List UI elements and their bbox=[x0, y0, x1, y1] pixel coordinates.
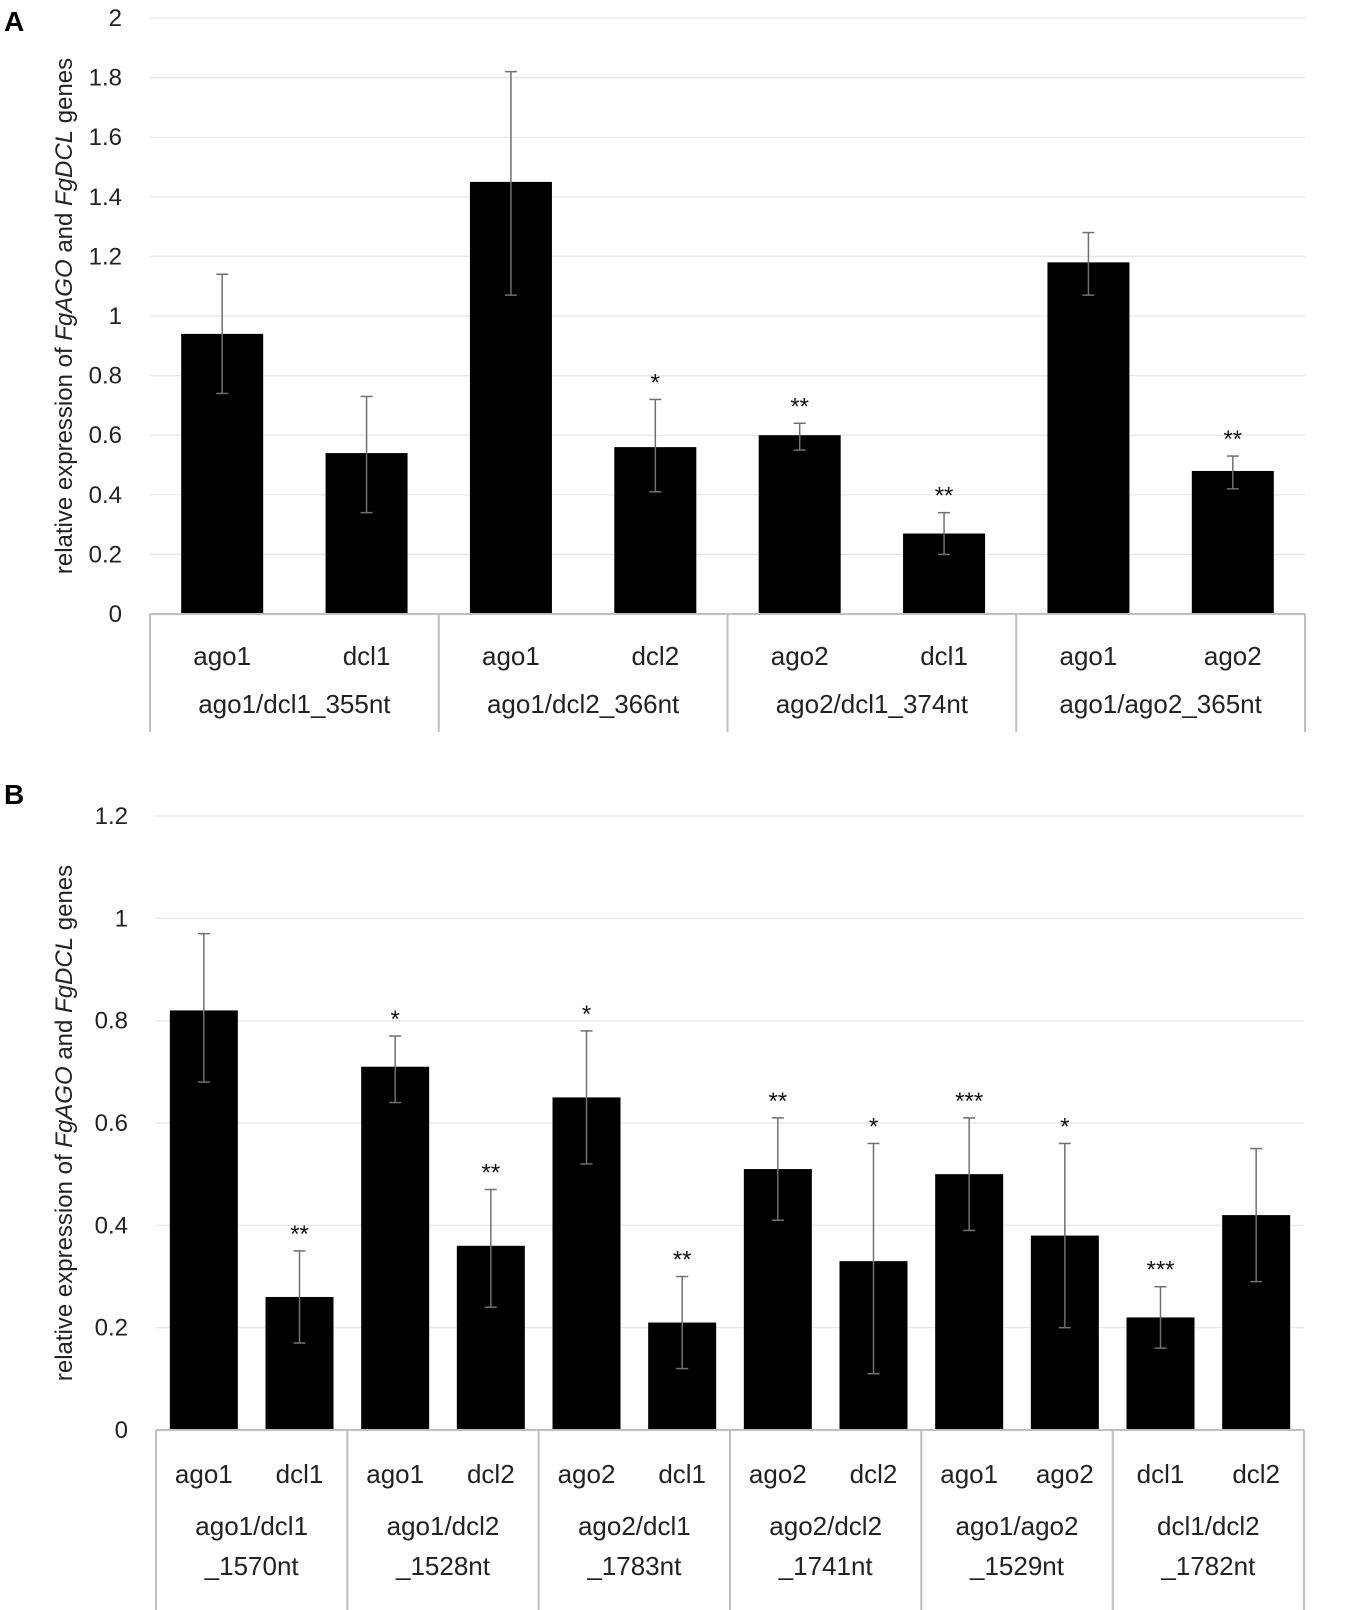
significance-marker: ** bbox=[481, 1160, 500, 1187]
bar-category-label: ago1 bbox=[366, 1459, 424, 1489]
y-axis-label-part: FgDCL bbox=[51, 937, 78, 1013]
group-label: ago2/dcl1_374nt bbox=[776, 689, 969, 719]
y-axis-label-part: genes bbox=[51, 58, 78, 130]
significance-marker: * bbox=[582, 1001, 591, 1028]
group-label: dcl1/dcl2 bbox=[1157, 1511, 1260, 1541]
group-label: _1528nt bbox=[395, 1551, 491, 1581]
bar-category-label: ago1 bbox=[175, 1459, 233, 1489]
bar-category-label: ago1 bbox=[1060, 641, 1118, 671]
significance-marker: ** bbox=[1223, 426, 1242, 453]
significance-marker: ** bbox=[673, 1247, 692, 1274]
y-tick-label: 0 bbox=[109, 601, 122, 628]
group-label: _1529nt bbox=[969, 1551, 1065, 1581]
group-label: ago1/dcl2 bbox=[387, 1511, 500, 1541]
bar bbox=[361, 1066, 430, 1430]
significance-marker: * bbox=[1060, 1113, 1069, 1140]
bar-category-label: ago2 bbox=[749, 1459, 807, 1489]
bar-category-label: dcl1 bbox=[276, 1459, 324, 1489]
bar-category-label: ago2 bbox=[771, 641, 829, 671]
significance-marker: *** bbox=[1146, 1257, 1174, 1284]
significance-marker: * bbox=[869, 1113, 878, 1140]
bar-category-label: dcl2 bbox=[1232, 1459, 1280, 1489]
bar-category-label: ago1 bbox=[482, 641, 540, 671]
bar-category-label: dcl1 bbox=[920, 641, 968, 671]
significance-marker: *** bbox=[955, 1088, 983, 1115]
y-tick-label: 0.8 bbox=[95, 1008, 128, 1035]
bar-category-label: ago2 bbox=[558, 1459, 616, 1489]
group-label: _1741nt bbox=[778, 1551, 874, 1581]
y-axis-label-part: FgAGO bbox=[51, 1066, 78, 1147]
bar bbox=[1047, 262, 1130, 614]
y-axis-label-part: genes bbox=[51, 865, 78, 937]
bar bbox=[758, 435, 841, 614]
group-label: ago1/ago2_365nt bbox=[1059, 689, 1262, 719]
y-axis-label-part: and bbox=[51, 206, 78, 259]
group-label: _1782nt bbox=[1160, 1551, 1256, 1581]
y-tick-label: 0.2 bbox=[95, 1315, 128, 1342]
y-tick-label: 1.6 bbox=[89, 124, 122, 151]
y-axis-label-part: relative expression of bbox=[51, 1148, 78, 1381]
y-tick-label: 0.6 bbox=[95, 1110, 128, 1137]
bar bbox=[1191, 470, 1274, 614]
bar-category-label: dcl1 bbox=[1137, 1459, 1185, 1489]
significance-marker: * bbox=[390, 1006, 399, 1033]
group-label: ago1/ago2 bbox=[956, 1511, 1079, 1541]
y-tick-label: 0.4 bbox=[95, 1212, 128, 1239]
significance-marker: ** bbox=[768, 1088, 787, 1115]
group-label: _1570nt bbox=[204, 1551, 300, 1581]
y-axis-label-part: FgAGO bbox=[51, 259, 78, 340]
y-tick-label: 1 bbox=[115, 905, 128, 932]
group-label: _1783nt bbox=[586, 1551, 682, 1581]
bar-category-label: ago1 bbox=[940, 1459, 998, 1489]
y-axis-label: relative expression of FgAGO and FgDCL g… bbox=[51, 865, 78, 1381]
bar-category-label: dcl2 bbox=[467, 1459, 515, 1489]
significance-marker: ** bbox=[290, 1221, 309, 1248]
y-axis-label: relative expression of FgAGO and FgDCL g… bbox=[51, 58, 78, 574]
y-tick-label: 0 bbox=[115, 1417, 128, 1444]
bar-category-label: ago2 bbox=[1036, 1459, 1094, 1489]
y-tick-label: 0.8 bbox=[89, 363, 122, 390]
group-label: ago1/dcl2_366nt bbox=[487, 689, 680, 719]
y-tick-label: 1.2 bbox=[89, 243, 122, 270]
y-tick-label: 0.6 bbox=[89, 422, 122, 449]
y-tick-label: 1.4 bbox=[89, 184, 122, 211]
panel-letter: B bbox=[4, 779, 24, 810]
y-axis-label-part: relative expression of bbox=[51, 341, 78, 574]
bar-category-label: dcl2 bbox=[850, 1459, 898, 1489]
y-tick-label: 0.4 bbox=[89, 482, 122, 509]
group-label: ago2/dcl2 bbox=[769, 1511, 882, 1541]
bar-category-label: dcl1 bbox=[343, 641, 391, 671]
y-tick-label: 1.8 bbox=[89, 65, 122, 92]
y-tick-label: 2 bbox=[109, 5, 122, 32]
group-label: ago2/dcl1 bbox=[578, 1511, 691, 1541]
group-label: ago1/dcl1 bbox=[195, 1511, 308, 1541]
bar-category-label: ago1 bbox=[193, 641, 251, 671]
y-axis-label-part: FgDCL bbox=[51, 130, 78, 206]
significance-marker: ** bbox=[935, 483, 954, 510]
significance-marker: * bbox=[651, 369, 660, 396]
panel-letter: A bbox=[4, 6, 24, 37]
bar-category-label: dcl2 bbox=[631, 641, 679, 671]
group-label: ago1/dcl1_355nt bbox=[198, 689, 391, 719]
y-tick-label: 1 bbox=[109, 303, 122, 330]
bar-category-label: dcl1 bbox=[658, 1459, 706, 1489]
significance-marker: ** bbox=[790, 393, 809, 420]
bar-category-label: ago2 bbox=[1204, 641, 1262, 671]
y-tick-label: 1.2 bbox=[95, 803, 128, 830]
y-tick-label: 0.2 bbox=[89, 541, 122, 568]
y-axis-label-part: and bbox=[51, 1013, 78, 1066]
